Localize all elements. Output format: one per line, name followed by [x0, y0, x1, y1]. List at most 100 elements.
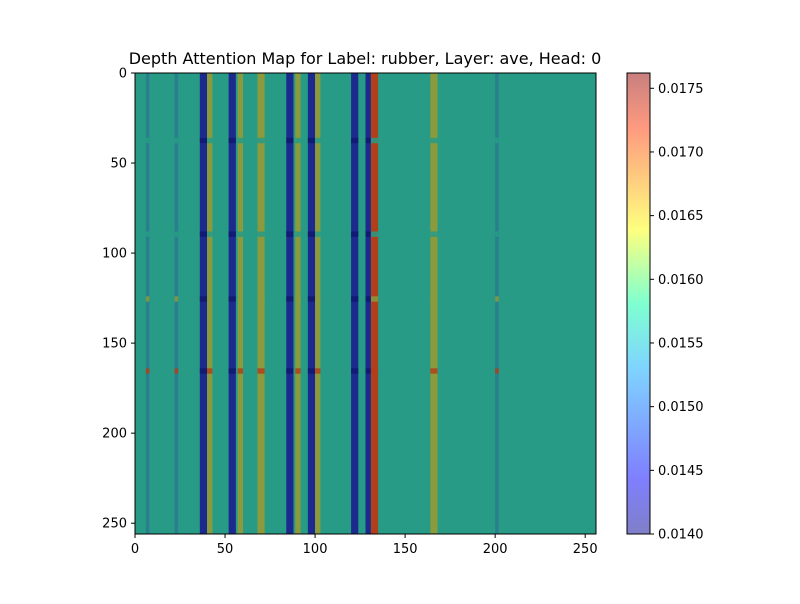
column-band-14	[174, 73, 179, 534]
row-band-2-cell-15	[145, 296, 150, 302]
row-band-0-cell-1	[207, 137, 213, 144]
colorbar-tick-label-7: 0.0175	[658, 82, 704, 97]
y-tick-label-50: 50	[110, 157, 127, 172]
column-band-7	[307, 73, 316, 534]
x-tick-label-200: 200	[483, 542, 508, 557]
column-band-5	[286, 73, 294, 534]
column-band-6	[295, 73, 301, 534]
colorbar-tick-label-4: 0.0160	[658, 273, 704, 288]
row-band-1-cell-10	[365, 231, 371, 237]
row-band-0-cell-2	[228, 137, 236, 144]
colorbar-tick-label-0: 0.0140	[658, 528, 704, 543]
row-band-2-cell-9	[351, 296, 359, 302]
row-band-1-cell-0	[199, 231, 208, 237]
row-band-0-cell-14	[174, 137, 179, 144]
column-band-9	[351, 73, 359, 534]
row-band-0-cell-8	[315, 137, 321, 144]
row-band-3-cell-3	[237, 368, 244, 374]
y-tick-label-0: 0	[119, 67, 127, 82]
y-tick-label-150: 150	[102, 337, 127, 352]
x-tick-label-0: 0	[131, 542, 139, 557]
y-tick-label-200: 200	[102, 427, 127, 442]
row-band-3-cell-2	[228, 368, 236, 374]
column-band-11	[370, 73, 379, 534]
row-band-0-cell-0	[199, 137, 208, 144]
row-band-2-cell-11	[370, 296, 379, 302]
row-band-2-cell-12	[430, 296, 438, 302]
row-band-3-cell-11	[370, 368, 379, 374]
row-band-2-cell-7	[307, 296, 316, 302]
row-band-1-cell-4	[257, 231, 265, 237]
row-band-1-cell-9	[351, 231, 359, 237]
column-band-8	[315, 73, 321, 534]
row-band-0-cell-10	[365, 137, 371, 144]
plot-area	[134, 72, 597, 535]
row-band-0-cell-5	[286, 137, 294, 144]
row-band-1-cell-13	[495, 231, 499, 237]
row-band-1-cell-11	[370, 231, 379, 237]
colorbar-tick-label-3: 0.0155	[658, 336, 704, 351]
row-band-3-cell-1	[207, 368, 213, 374]
row-band-2-cell-1	[207, 296, 213, 302]
column-band-3	[237, 73, 244, 534]
column-band-10	[365, 73, 371, 534]
row-band-0-cell-7	[307, 137, 316, 144]
row-band-1-cell-5	[286, 231, 294, 237]
colorbar-tick-label-2: 0.0150	[658, 400, 704, 415]
row-band-3-cell-0	[199, 368, 208, 374]
column-band-4	[257, 73, 265, 534]
colorbar-tick-label-5: 0.0165	[658, 209, 704, 224]
row-band-2-cell-3	[237, 296, 244, 302]
column-band-2	[228, 73, 236, 534]
row-band-3-cell-6	[295, 368, 301, 374]
row-band-2-cell-6	[295, 296, 301, 302]
row-band-0-cell-9	[351, 137, 359, 144]
chart-title: Depth Attention Map for Label: rubber, L…	[129, 49, 602, 68]
row-band-2-cell-5	[286, 296, 294, 302]
row-band-1-cell-2	[228, 231, 236, 237]
x-tick-label-100: 100	[303, 542, 328, 557]
row-band-1-cell-7	[307, 231, 316, 237]
row-band-1-cell-3	[237, 231, 244, 237]
row-band-1-cell-8	[315, 231, 321, 237]
row-band-2-cell-14	[174, 296, 179, 302]
colorbar: 0.0140 0.0145 0.0150 0.0155 0.0160 0.0165 0.01…	[626, 72, 704, 543]
row-band-2-cell-2	[228, 296, 236, 302]
row-band-3-cell-10	[365, 368, 371, 374]
row-band-0-cell-13	[495, 137, 499, 144]
row-band-3-cell-13	[495, 368, 499, 374]
row-band-3-cell-15	[145, 368, 150, 374]
colorbar-tick-label-1: 0.0145	[658, 464, 704, 479]
row-band-2-cell-8	[315, 296, 321, 302]
row-band-3-cell-14	[174, 368, 179, 374]
column-band-1	[207, 73, 213, 534]
x-tick-label-50: 50	[217, 542, 234, 557]
plot-frame	[134, 72, 597, 535]
row-band-3-cell-7	[307, 368, 316, 374]
row-band-3-cell-4	[257, 368, 265, 374]
y-axis: 0 50 100 150 200 250	[102, 67, 135, 532]
colorbar-gradient	[626, 72, 651, 535]
row-band-1-cell-15	[145, 231, 150, 237]
row-band-1-cell-12	[430, 231, 438, 237]
row-band-1-cell-1	[207, 231, 213, 237]
y-tick-label-250: 250	[102, 517, 127, 532]
row-band-3-cell-12	[430, 368, 438, 374]
row-band-3-cell-8	[315, 368, 321, 374]
x-axis: 0 50 100 150 200 250	[131, 534, 598, 557]
y-tick-label-100: 100	[102, 247, 127, 262]
row-band-1-cell-6	[295, 231, 301, 237]
row-band-2-cell-0	[199, 296, 208, 302]
row-band-0-cell-6	[295, 137, 301, 144]
column-band-15	[145, 73, 150, 534]
x-tick-label-150: 150	[393, 542, 418, 557]
row-band-2-cell-13	[495, 296, 499, 302]
row-band-0-cell-4	[257, 137, 265, 144]
row-band-3-cell-5	[286, 368, 294, 374]
row-band-3-cell-9	[351, 368, 359, 374]
column-band-13	[495, 73, 499, 534]
row-band-2-cell-4	[257, 296, 265, 302]
row-band-0-cell-3	[237, 137, 244, 144]
